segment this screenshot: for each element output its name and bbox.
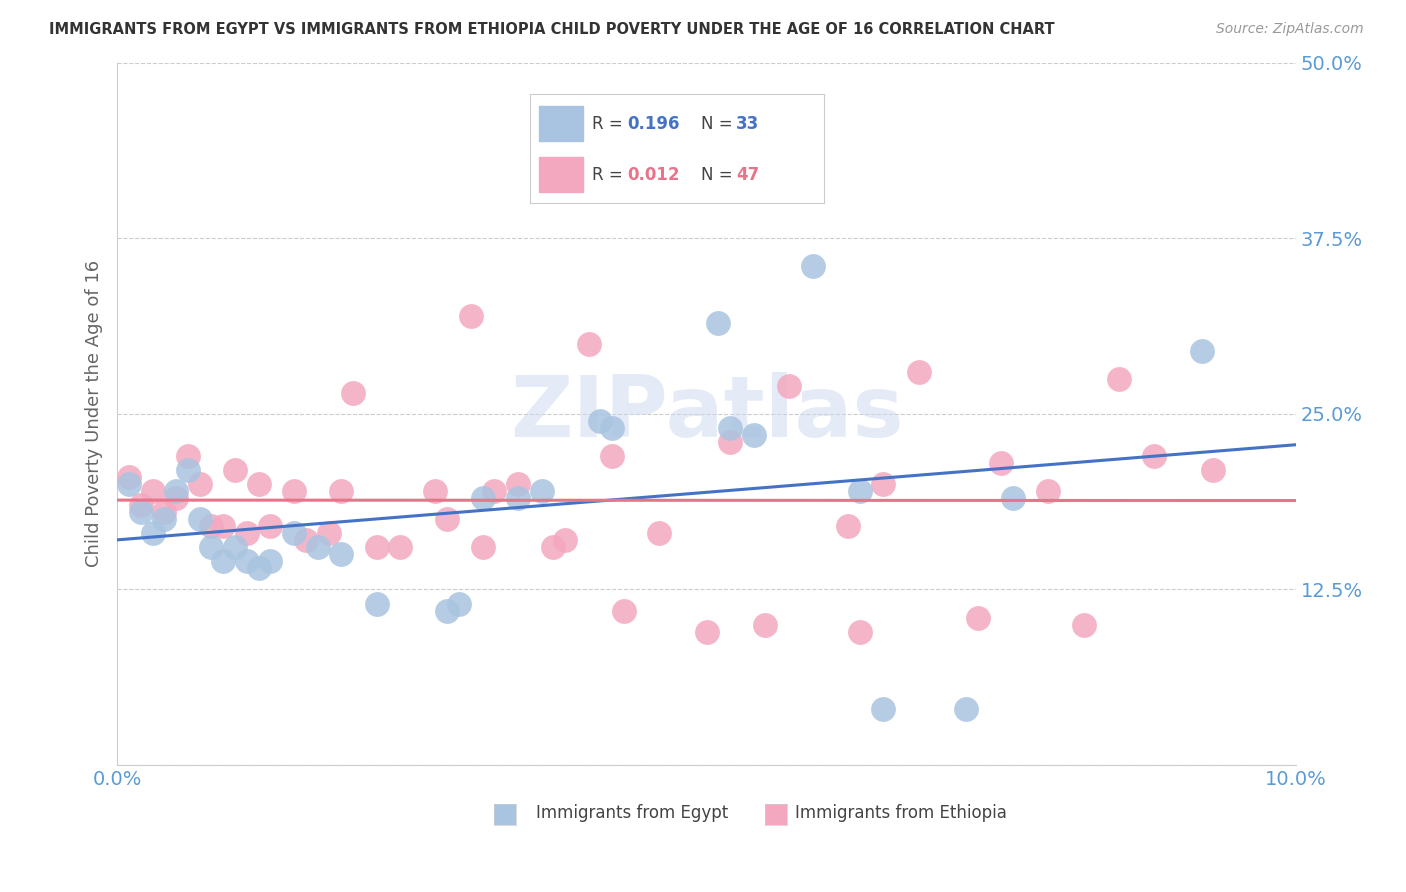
Point xyxy=(436,512,458,526)
Point xyxy=(236,526,259,541)
Point xyxy=(484,484,506,499)
Point xyxy=(247,477,270,491)
Point xyxy=(389,541,412,555)
Point xyxy=(543,541,565,555)
Point xyxy=(872,702,894,716)
Point xyxy=(224,463,246,477)
Point xyxy=(129,505,152,519)
Point xyxy=(554,533,576,548)
Point xyxy=(177,463,200,477)
Point xyxy=(118,477,141,491)
Text: IMMIGRANTS FROM EGYPT VS IMMIGRANTS FROM ETHIOPIA CHILD POVERTY UNDER THE AGE OF: IMMIGRANTS FROM EGYPT VS IMMIGRANTS FROM… xyxy=(49,22,1054,37)
Point xyxy=(754,617,776,632)
Point xyxy=(837,519,859,533)
Point xyxy=(236,554,259,568)
Point xyxy=(141,526,163,541)
Point xyxy=(436,603,458,617)
Text: Immigrants from Egypt: Immigrants from Egypt xyxy=(536,804,728,822)
Point xyxy=(141,484,163,499)
Point xyxy=(1073,617,1095,632)
Point xyxy=(153,512,176,526)
Point xyxy=(600,449,623,463)
Point xyxy=(707,316,730,330)
Point xyxy=(342,385,364,400)
Point xyxy=(1108,372,1130,386)
Text: Immigrants from Ethiopia: Immigrants from Ethiopia xyxy=(794,804,1007,822)
Point xyxy=(366,541,388,555)
Point xyxy=(589,414,612,428)
Point xyxy=(648,526,671,541)
Point xyxy=(188,512,211,526)
Point xyxy=(471,541,494,555)
Point xyxy=(212,554,235,568)
Point xyxy=(425,484,447,499)
Point xyxy=(1038,484,1060,499)
Point xyxy=(366,597,388,611)
Point xyxy=(165,484,187,499)
Point xyxy=(153,505,176,519)
Point xyxy=(506,477,529,491)
Point xyxy=(447,597,470,611)
Point xyxy=(966,610,988,624)
Point xyxy=(801,260,824,274)
Point xyxy=(318,526,340,541)
Point xyxy=(778,378,800,392)
Point xyxy=(129,498,152,512)
Point xyxy=(177,449,200,463)
Point xyxy=(294,533,316,548)
Point xyxy=(118,470,141,484)
Point xyxy=(471,491,494,505)
Point xyxy=(990,456,1012,470)
Point xyxy=(742,428,765,442)
Text: Source: ZipAtlas.com: Source: ZipAtlas.com xyxy=(1216,22,1364,37)
Point xyxy=(200,519,222,533)
Point xyxy=(247,561,270,575)
Point xyxy=(1191,343,1213,358)
Point xyxy=(600,421,623,435)
Point xyxy=(330,547,353,561)
Point xyxy=(613,603,636,617)
Point xyxy=(718,421,741,435)
Point xyxy=(259,554,281,568)
Point xyxy=(849,624,872,639)
Point xyxy=(907,365,929,379)
Point xyxy=(224,541,246,555)
Point xyxy=(955,702,977,716)
Point xyxy=(1202,463,1225,477)
Point xyxy=(165,491,187,505)
Text: ZIPatlas: ZIPatlas xyxy=(509,372,904,456)
Point xyxy=(1143,449,1166,463)
Point xyxy=(506,491,529,505)
Point xyxy=(578,336,600,351)
Point xyxy=(696,624,718,639)
Point xyxy=(200,541,222,555)
Point xyxy=(1001,491,1024,505)
Point xyxy=(330,484,353,499)
Point xyxy=(849,484,872,499)
Point xyxy=(212,519,235,533)
Point xyxy=(259,519,281,533)
Point xyxy=(307,541,329,555)
Y-axis label: Child Poverty Under the Age of 16: Child Poverty Under the Age of 16 xyxy=(86,260,103,567)
Point xyxy=(872,477,894,491)
Point xyxy=(460,309,482,323)
Point xyxy=(283,484,305,499)
Point xyxy=(188,477,211,491)
Point xyxy=(530,484,553,499)
Point xyxy=(283,526,305,541)
Point xyxy=(718,434,741,449)
